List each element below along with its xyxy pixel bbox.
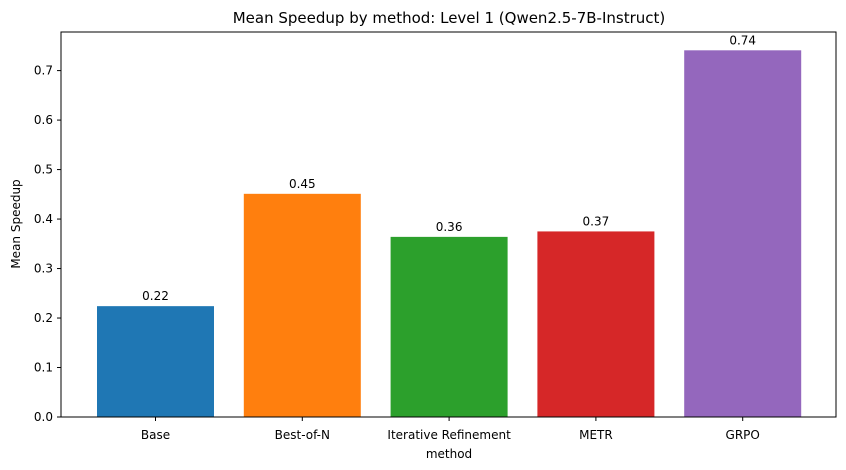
bar-iterative-refinement bbox=[390, 236, 508, 417]
data-label: 0.37 bbox=[583, 214, 610, 228]
x-tick-label: Best-of-N bbox=[275, 428, 330, 442]
bar-grpo bbox=[684, 50, 802, 418]
data-label: 0.36 bbox=[436, 220, 463, 234]
plot-frame bbox=[60, 31, 837, 418]
y-tick-label: 0.3 bbox=[34, 262, 53, 276]
data-label: 0.74 bbox=[729, 33, 756, 47]
x-tick-label: METR bbox=[579, 428, 613, 442]
data-label: 0.22 bbox=[142, 289, 169, 303]
bar-best-of-n bbox=[243, 193, 361, 417]
y-tick-label: 0.0 bbox=[34, 410, 53, 424]
bar-metr bbox=[537, 231, 655, 417]
y-tick-label: 0.1 bbox=[34, 361, 53, 375]
x-tick-label: Base bbox=[141, 428, 170, 442]
bar-base bbox=[97, 306, 214, 417]
chart-title: Mean Speedup by method: Level 1 (Qwen2.5… bbox=[233, 9, 666, 27]
y-tick-label: 0.4 bbox=[34, 212, 53, 226]
data-label: 0.45 bbox=[289, 177, 316, 191]
x-axis: Base Best-of-N Iterative Refinement METR GRP… bbox=[141, 417, 760, 442]
y-axis-label: Mean Speedup bbox=[9, 179, 23, 268]
x-tick-label: GRPO bbox=[726, 428, 760, 442]
x-axis-label: method bbox=[426, 447, 472, 461]
y-tick-label: 0.2 bbox=[34, 311, 53, 325]
y-axis: 0.0 0.1 0.2 0.3 0.4 0.5 0.6 0.7 bbox=[34, 64, 61, 424]
y-tick-label: 0.7 bbox=[34, 64, 53, 78]
y-tick-label: 0.6 bbox=[34, 113, 53, 127]
plot-area: 0.22 0.45 0.36 0.37 0.74 bbox=[97, 33, 802, 418]
x-tick-label: Iterative Refinement bbox=[387, 428, 511, 442]
y-tick-label: 0.5 bbox=[34, 163, 53, 177]
